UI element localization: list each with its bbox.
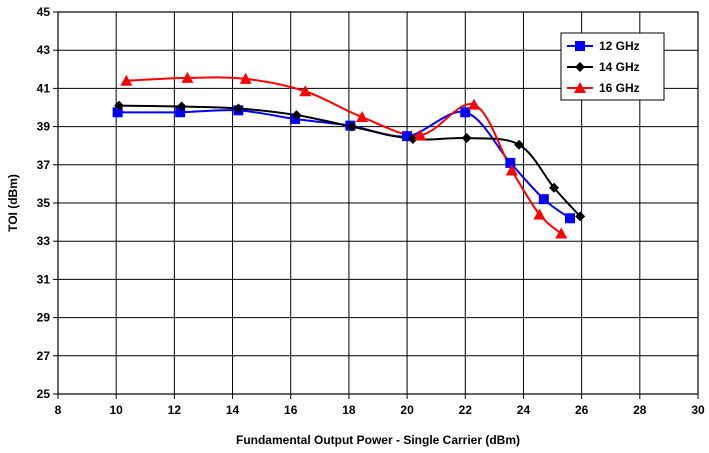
series-line-14-ghz <box>119 104 581 218</box>
data-point-14-ghz <box>549 182 559 193</box>
x-tick-label: 14 <box>226 403 240 417</box>
series-line-16-ghz <box>126 76 562 235</box>
data-point-14-ghz <box>291 110 302 121</box>
x-tick-label: 10 <box>110 403 124 417</box>
x-tick-label: 26 <box>575 403 589 417</box>
series-markers <box>112 71 586 239</box>
data-point-16-ghz <box>239 72 252 84</box>
x-axis-title: Fundamental Output Power - Single Carrie… <box>236 433 520 447</box>
y-axis-ticks: 45 43 41 39 37 35 33 31 29 27 25 <box>37 5 58 401</box>
legend-marker-14-ghz <box>575 62 585 72</box>
data-point-16-ghz <box>181 71 194 83</box>
y-tick-label: 29 <box>37 311 51 325</box>
data-point-12-ghz <box>565 213 575 224</box>
data-point-16-ghz <box>414 129 427 141</box>
data-point-16-ghz <box>120 74 133 86</box>
data-point-16-ghz <box>468 98 480 110</box>
y-tick-label: 39 <box>37 120 51 134</box>
data-point-16-ghz <box>356 111 368 123</box>
data-point-14-ghz <box>575 211 586 222</box>
x-tick-label: 18 <box>342 403 356 417</box>
x-tick-label: 28 <box>633 403 647 417</box>
series-markers-16-ghz <box>120 71 568 239</box>
y-tick-label: 33 <box>37 234 51 248</box>
legend-label-16-ghz: 16 GHz <box>599 81 640 95</box>
series-markers-14-ghz <box>114 100 586 222</box>
series-lines <box>117 76 581 235</box>
data-point-12-ghz <box>290 113 301 124</box>
x-tick-label: 24 <box>517 403 531 417</box>
y-tick-label: 41 <box>37 81 51 95</box>
x-tick-label: 22 <box>459 403 473 417</box>
data-point-16-ghz <box>533 208 546 220</box>
data-point-12-ghz <box>460 107 471 118</box>
data-point-16-ghz <box>505 164 518 176</box>
y-axis-title: TOI (dBm) <box>6 174 20 232</box>
data-point-12-ghz <box>402 131 413 142</box>
y-tick-label: 43 <box>37 43 51 57</box>
x-tick-label: 30 <box>691 403 705 417</box>
data-point-14-ghz <box>114 100 125 111</box>
y-tick-label: 25 <box>37 387 51 401</box>
data-point-12-ghz <box>175 107 186 118</box>
data-point-16-ghz <box>299 85 312 97</box>
data-point-14-ghz <box>176 101 187 112</box>
legend: 12 GHz 14 GHz 16 GHz <box>560 32 665 101</box>
x-tick-label: 8 <box>55 403 62 417</box>
x-tick-label: 16 <box>284 403 298 417</box>
data-point-14-ghz <box>233 103 244 114</box>
legend-label-12-ghz: 12 GHz <box>599 39 640 53</box>
y-tick-label: 27 <box>37 349 51 363</box>
y-tick-label: 45 <box>37 5 51 19</box>
legend-label-14-ghz: 14 GHz <box>599 60 640 74</box>
data-point-12-ghz <box>505 157 516 168</box>
data-point-12-ghz <box>112 107 123 118</box>
x-tick-label: 12 <box>168 403 182 417</box>
x-axis-ticks: 8 10 12 14 16 18 20 22 24 26 28 30 <box>55 394 705 417</box>
x-tick-label: 20 <box>400 403 414 417</box>
data-point-14-ghz <box>461 133 472 144</box>
legend-marker-16-ghz <box>574 82 586 93</box>
data-point-14-ghz <box>514 139 525 150</box>
data-point-16-ghz <box>555 227 568 239</box>
y-tick-label: 31 <box>37 272 51 286</box>
y-tick-label: 35 <box>37 196 51 210</box>
y-tick-label: 37 <box>37 158 51 172</box>
data-point-14-ghz <box>346 121 357 132</box>
data-point-14-ghz <box>407 134 418 145</box>
data-point-12-ghz <box>538 194 549 205</box>
legend-marker-12-ghz <box>575 41 585 51</box>
